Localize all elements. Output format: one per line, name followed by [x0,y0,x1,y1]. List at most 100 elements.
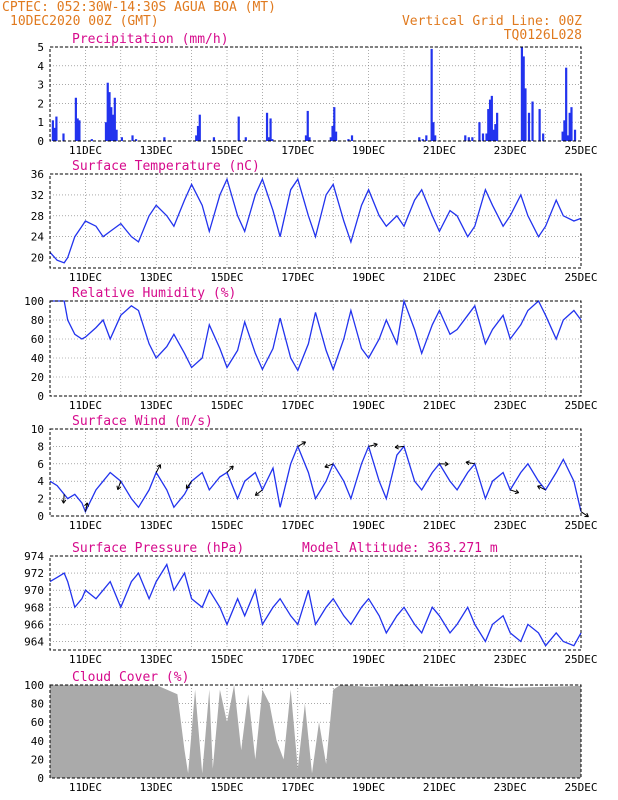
precip-bar [333,107,336,141]
y-tick-label: 28 [31,210,44,223]
x-tick-label: 13DEC [140,271,173,284]
precip-bar [196,125,200,141]
precip-bar [418,137,421,141]
x-tick-label: 21DEC [423,144,456,157]
precip-bar [78,120,81,141]
x-tick-label: 17DEC [281,399,314,412]
wind-arrowhead [254,491,260,496]
x-tick-label: 11DEC [69,399,102,412]
precip-bar [134,139,138,141]
precip-bar [565,67,568,141]
precip-bar [329,137,332,141]
precip-bar [478,122,481,141]
precip-bar [524,88,527,141]
x-tick-label: 13DEC [140,653,173,666]
precip-bar [464,135,467,141]
precip-bar [347,139,350,141]
x-tick-label: 15DEC [210,399,243,412]
y-tick-label: 20 [31,371,44,384]
precip-bar [570,107,573,141]
precip-bar [115,129,118,141]
header-init-time: 10DEC2020 00Z (GMT) [10,14,159,29]
y-tick-label: 966 [24,618,44,631]
wind-arrowhead [444,461,449,467]
precip-bar [527,112,531,141]
precip-bar [522,56,525,141]
temp-line [49,177,582,264]
precip-bar [488,99,492,141]
y-tick-label: 24 [31,231,45,244]
x-tick-label: 11DEC [69,781,102,794]
wind-arrowhead [514,489,520,495]
precip-bar [561,131,564,141]
wind-title: Surface Wind (m/s) [72,414,213,429]
wind-vector [117,481,122,490]
precip-bar [485,133,488,141]
x-tick-label: 23DEC [494,144,527,157]
y-tick-label: 1 [37,116,44,129]
x-tick-label: 19DEC [352,519,385,532]
precip-bar [573,129,577,141]
precip-bar [304,135,308,141]
x-tick-label: 23DEC [494,271,527,284]
precip-bar [237,116,240,141]
precip-bar [74,97,77,141]
x-tick-label: 15DEC [210,653,243,666]
precip-bar [432,122,435,141]
wind-vector [465,461,475,465]
wind-arrowhead [185,484,191,489]
panel-frame [49,684,582,779]
x-tick-label: 25DEC [564,399,597,412]
wind-vector [84,502,88,512]
precip-bar [104,122,108,141]
x-tick-label: 11DEC [69,519,102,532]
wind-vector [297,441,306,447]
x-tick-label: 21DEC [423,653,456,666]
precip-bar [163,137,166,141]
y-tick-label: 100 [24,679,44,692]
x-tick-label: 19DEC [352,144,385,157]
x-tick-label: 15DEC [210,271,243,284]
x-tick-label: 17DEC [281,781,314,794]
precip-bar [108,92,111,141]
precip-bar [76,118,79,141]
precip-bar [538,109,541,141]
y-tick-label: 8 [37,440,44,453]
precip-bar [271,139,274,141]
wind-arrowhead [229,465,234,471]
x-tick-label: 17DEC [281,271,314,284]
wind-vector [255,489,263,496]
y-tick-label: 80 [31,314,44,327]
precip-bar [131,135,134,141]
y-tick-label: 964 [24,635,44,648]
precip-bar [434,135,437,141]
precip-bar [308,137,311,141]
precip-bar [110,107,113,141]
rh-title: Relative Humidity (%) [72,286,236,301]
y-tick-label: 60 [31,716,44,729]
precip-bar [212,137,216,141]
y-tick-label: 80 [31,698,44,711]
precip-bar [269,118,272,141]
x-tick-label: 23DEC [494,519,527,532]
precip-bar [120,137,123,141]
y-tick-label: 0 [37,772,44,785]
x-tick-label: 19DEC [352,653,385,666]
wind-arrowhead [61,499,67,504]
y-tick-label: 3 [37,79,44,92]
x-tick-label: 21DEC [423,781,456,794]
precip-bar [55,116,58,141]
precip-bar [267,137,270,141]
cloud-cover-area [50,685,581,778]
x-tick-label: 19DEC [352,399,385,412]
x-tick-label: 21DEC [423,519,456,532]
y-tick-label: 0 [37,390,44,403]
precip-bar [244,137,247,141]
precip-bar [350,135,354,141]
precip-bar [467,137,470,141]
wind-vector [368,443,378,447]
precip-bar [106,82,109,141]
rh-panel: 0 20 40 60 80 100 11DEC 13DEC 15DEC 17DEC 19DEC 21D… [24,286,597,412]
wind-vector [537,485,546,491]
